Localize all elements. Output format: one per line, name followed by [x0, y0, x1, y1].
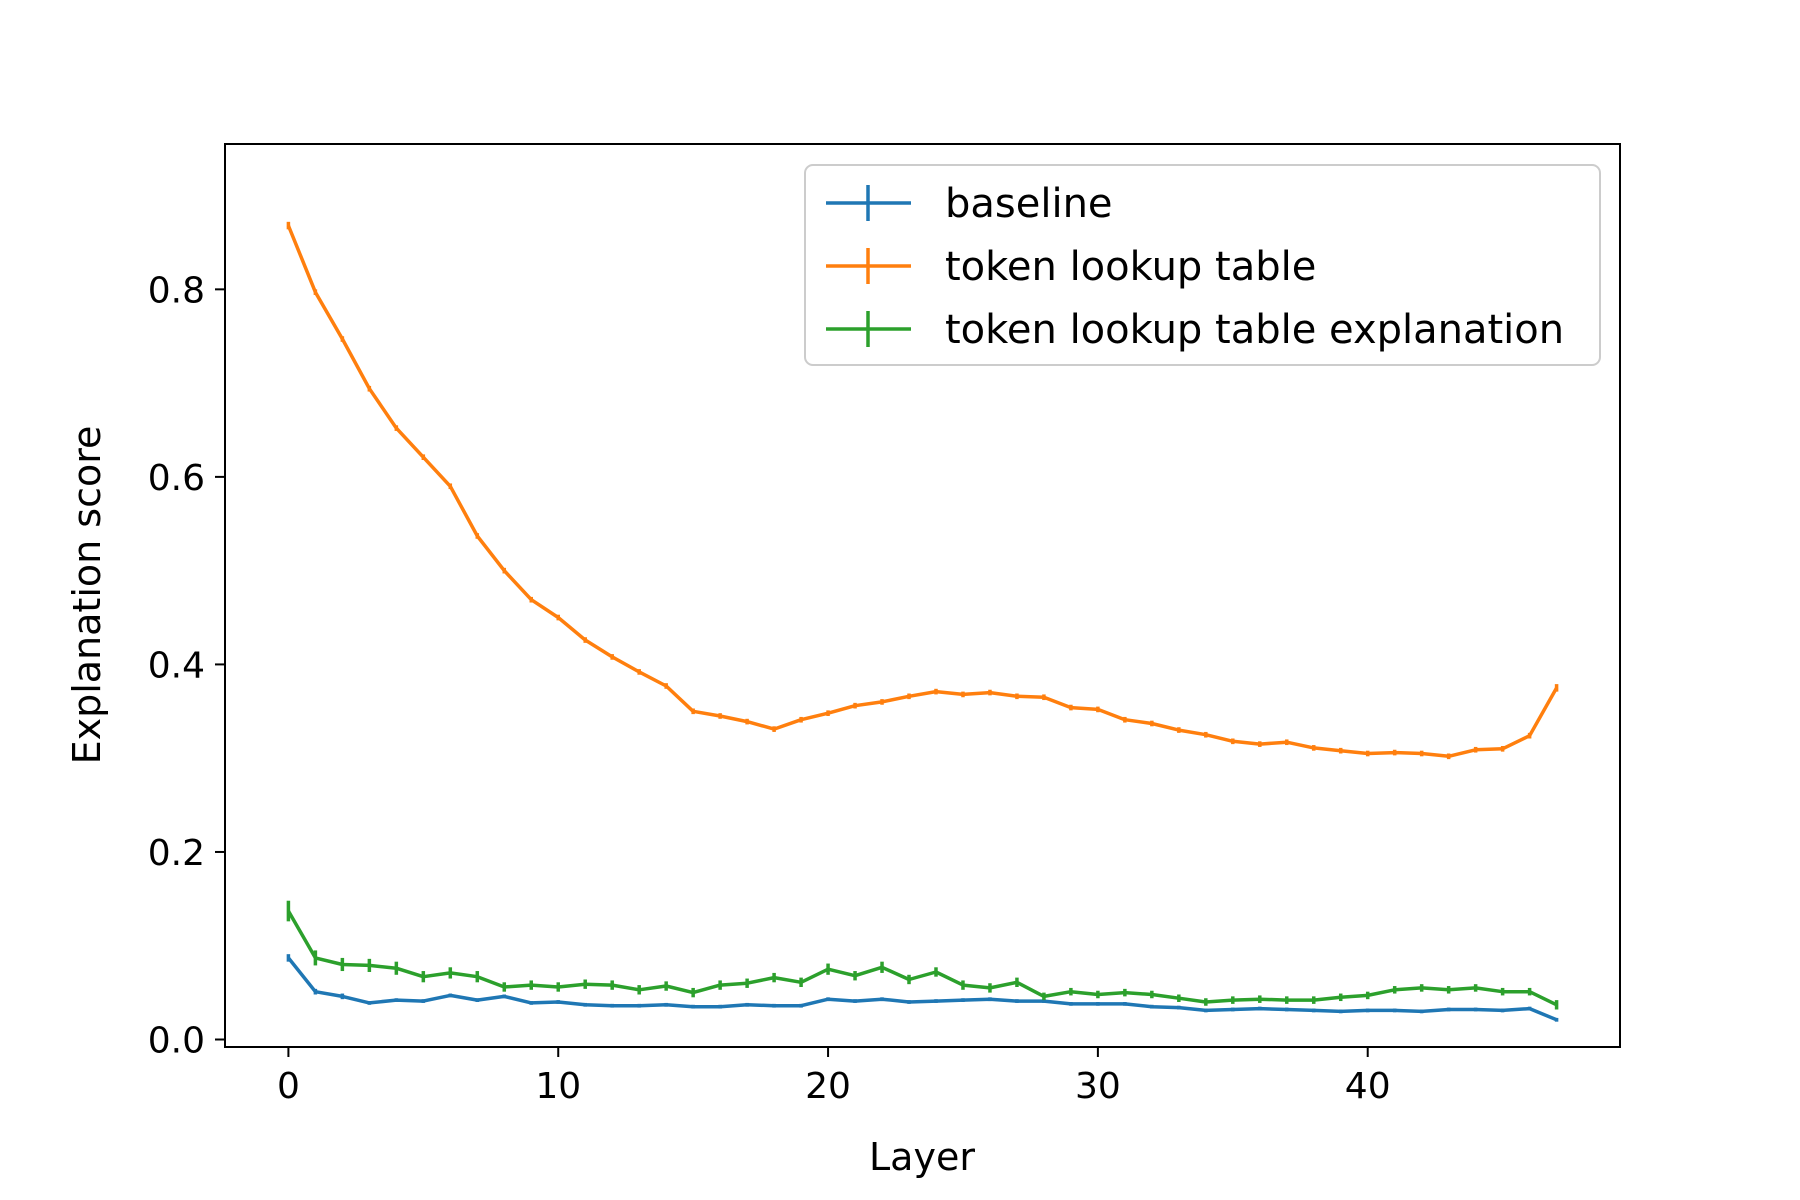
y-tick-label: 0.8: [148, 270, 205, 311]
y-axis: 0.0 0.2 0.4 0.6 0.8: [148, 270, 225, 1061]
y-tick-label: 0.4: [148, 645, 205, 686]
x-tick-label: 30: [1075, 1066, 1121, 1107]
legend-label: token lookup table: [945, 244, 1316, 290]
legend: baseline token lookup table token lookup t…: [804, 164, 1601, 366]
series-token-lookup-table-explanation: [286, 900, 1559, 1010]
x-axis: 0 10 20 30 40: [277, 1047, 1391, 1107]
x-tick-label: 20: [805, 1066, 851, 1107]
legend-label: token lookup table explanation: [945, 307, 1564, 353]
y-tick-label: 0.0: [148, 1020, 205, 1061]
series-baseline: [286, 954, 1559, 1022]
series-token-lookup-table: [286, 221, 1559, 760]
series-line: [286, 910, 1558, 1007]
y-axis-label: Explanation score: [65, 426, 109, 765]
x-tick-label: 0: [277, 1066, 300, 1107]
x-tick-label: 40: [1345, 1066, 1391, 1107]
plot-frame: [224, 143, 1621, 1048]
series-line: [286, 224, 1559, 759]
legend-label: baseline: [945, 181, 1113, 227]
series-layer: [286, 221, 1559, 1022]
y-tick-label: 0.2: [148, 833, 205, 874]
legend-frame: [804, 164, 1601, 366]
x-tick-label: 10: [535, 1066, 581, 1107]
series-line: [287, 956, 1558, 1022]
y-tick-label: 0.6: [148, 458, 205, 499]
x-axis-label: Layer: [869, 1135, 975, 1179]
